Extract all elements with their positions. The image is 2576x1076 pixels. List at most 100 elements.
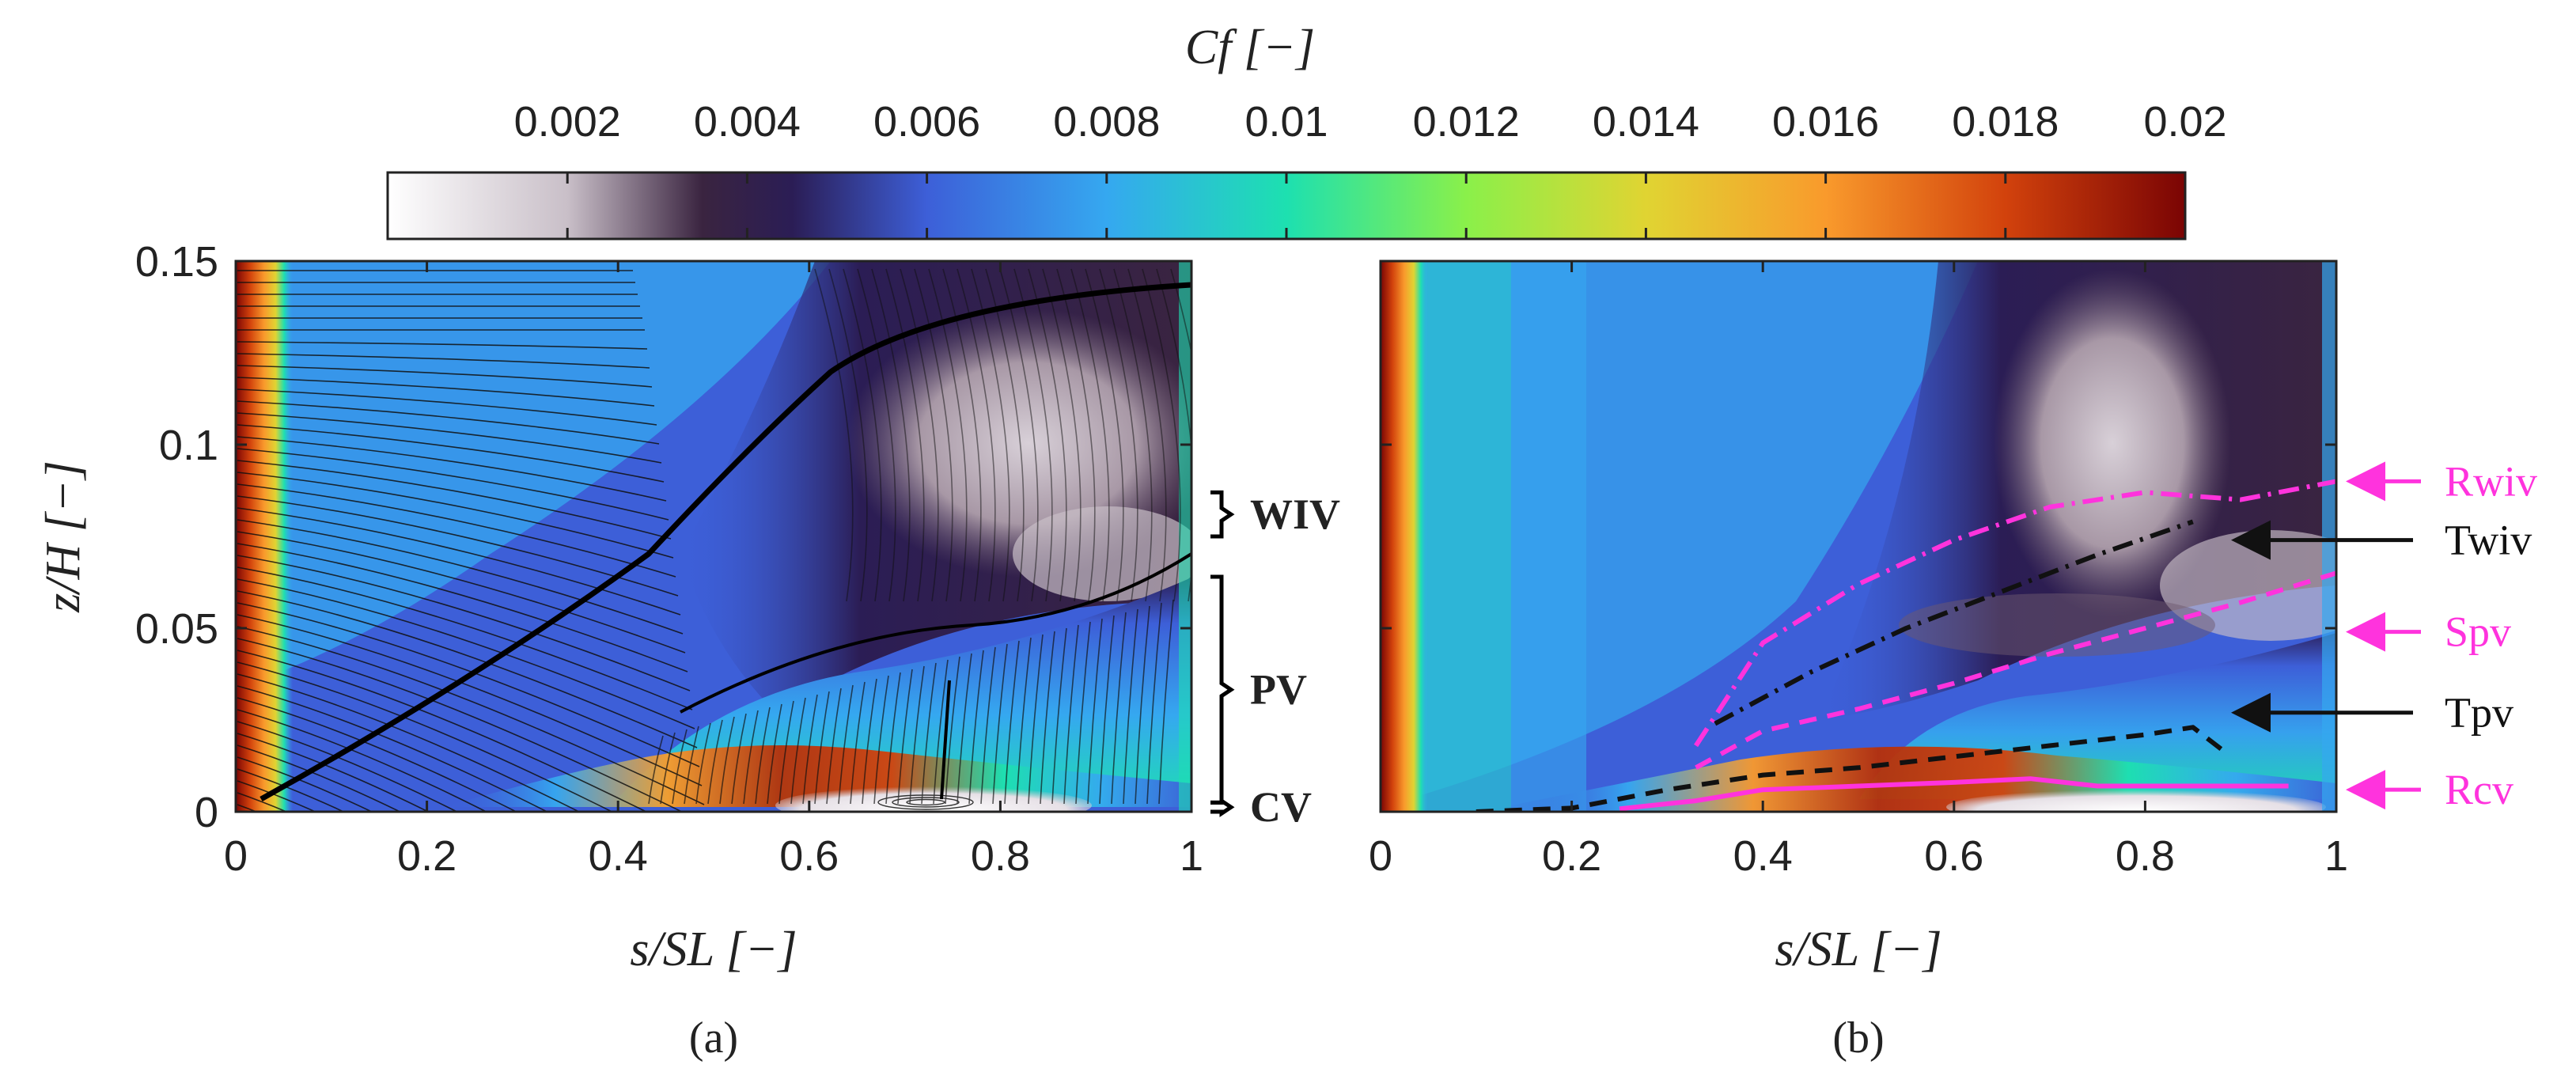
streamline [237,424,665,483]
panel-b-xtick-label: 0.4 [1733,832,1793,880]
streamline [778,700,794,805]
streamline [900,268,939,602]
streamline [237,400,660,445]
bracket-wiv [1210,490,1235,539]
streamline [237,626,705,805]
panel-a-attachment-line [680,552,1191,714]
streamline [838,684,854,805]
series-twiv [1714,519,2194,726]
streamline [237,483,676,578]
streamline [985,268,1025,602]
streamline [684,726,699,805]
label-spv: Spv [2445,608,2511,656]
streamline [743,710,759,805]
streamline [237,353,650,369]
streamline [237,650,648,812]
colorbar-tick-label: 0.018 [1952,98,2059,146]
panel-a-xlabel: s/SL [−] [630,923,797,976]
panel-a-xtick-label: 0.2 [397,832,456,880]
panel-a: 0 0.2 0.4 0.6 0.8 1 0 0.05 0.1 0.15 s/SL [−] z/H … [36,238,1340,1063]
streamline [1056,268,1096,602]
streamline [933,659,949,805]
streamline [237,436,667,502]
panel-a-cv-focus [877,794,974,810]
panel-a-streamlines [237,268,1191,812]
label-rwiv: Rwiv [2445,457,2537,505]
streamline [1156,268,1191,602]
panel-a-ytick-label: 0.05 [135,605,218,653]
streamline [1063,624,1079,805]
streamline [1075,621,1091,805]
panel-b-xtick-label: 0.6 [1924,832,1983,880]
streamline [237,412,662,464]
streamline [237,661,614,812]
streamline [719,716,735,805]
panel-b-frame [1379,260,2338,813]
panel-a-xtick-label: 1 [1180,832,1203,880]
panel-b-xtick-label: 0.8 [2116,832,2175,880]
streamline [1070,268,1110,602]
panel-a-brackets: WIV PV CV [1210,490,1340,831]
streamline [1028,634,1044,805]
streamline [237,507,681,616]
streamline [237,555,691,691]
panel-a-xtick-label: 0.8 [971,832,1030,880]
panel-b-xtick-label: 1 [2324,832,2348,880]
streamline [237,377,655,407]
streamline [873,675,889,805]
panel-a-field [236,261,1191,812]
streamline [237,365,653,388]
streamline [928,268,968,602]
streamline [237,733,430,812]
colorbar-tick-label: 0.016 [1772,98,1879,146]
streamline [237,590,698,748]
streamline [1158,599,1174,805]
streamline [921,662,937,805]
streamline [237,721,459,812]
streamline [237,543,688,672]
panel-b-annotations: Rwiv Twiv Spv Tpv Rcv [2231,457,2537,813]
streamline [802,694,818,805]
streamline [945,656,960,805]
colorbar-tick-label: 0.01 [1244,98,1328,146]
panel-a-xtick-label: 0.6 [779,832,839,880]
streamline [992,643,1008,805]
series-spv [1695,570,2336,770]
streamline [814,268,854,602]
streamline [237,638,684,812]
label-twiv: Twiv [2445,517,2532,564]
streamline [828,268,868,602]
streamline [672,729,688,805]
streamline [850,681,866,805]
panel-b-lines [1476,479,2336,812]
label-rcv: Rcv [2445,766,2513,813]
streamline [897,669,913,805]
streamline [755,707,771,805]
streamline [237,341,648,350]
streamline [1113,268,1153,602]
streamline [1170,268,1191,356]
panel-a-frame [234,260,1193,813]
panel-a-axes: 0 0.2 0.4 0.6 0.8 1 0 0.05 0.1 0.15 [135,238,1203,880]
streamline [707,719,723,805]
streamline [1085,268,1124,602]
streamline [1099,268,1138,602]
streamline [237,780,317,812]
streamline [648,735,664,805]
streamline [885,672,901,805]
streamline [237,744,402,812]
label-tpv: Tpv [2445,689,2513,737]
panel-a-caption: (a) [689,1013,738,1063]
streamline [237,495,679,597]
streamline [1099,615,1115,805]
panel-b-xtick-label: 0.2 [1542,832,1601,880]
streamline [1004,640,1020,805]
streamline [1087,618,1103,805]
colorbar-tick-label: 0.004 [694,98,801,146]
panel-b-xtick-label: 0 [1369,832,1392,880]
streamline [731,713,747,805]
panel-a-ytick-label: 0 [195,789,218,836]
streamline [695,722,711,805]
streamline [1123,608,1138,805]
